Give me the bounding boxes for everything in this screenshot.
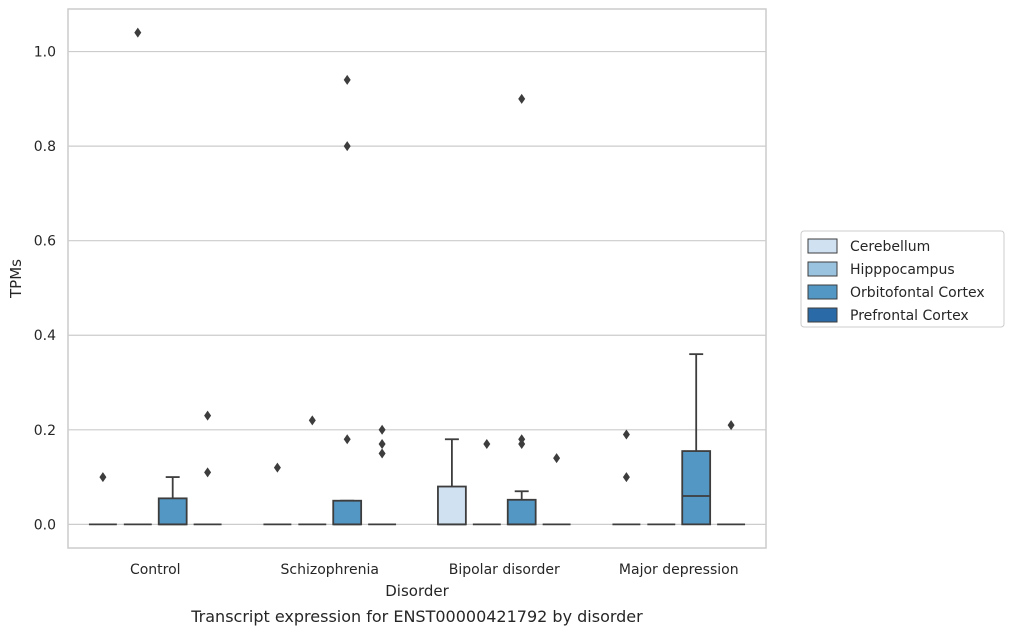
y-tick-label: 0.4 xyxy=(34,328,56,344)
box-cerebellum xyxy=(88,472,117,526)
chart-caption: Transcript expression for ENST0000042179… xyxy=(190,607,643,626)
outlier-point xyxy=(273,462,281,473)
y-axis-label: TPMs xyxy=(7,259,25,299)
y-tick-label: 0.2 xyxy=(34,423,56,439)
outlier-point xyxy=(343,74,351,85)
box-hipppocampus xyxy=(123,27,152,526)
outlier-point xyxy=(308,415,316,426)
legend-label: Cerebellum xyxy=(850,239,930,255)
y-tick-label: 0.0 xyxy=(34,517,56,533)
y-tick-label: 1.0 xyxy=(34,45,56,61)
legend-label: Orbitofontal Cortex xyxy=(850,285,985,301)
outlier-point xyxy=(518,434,526,445)
legend-frame xyxy=(800,230,1005,328)
box-prefrontal-cortex xyxy=(542,453,571,526)
outlier-point xyxy=(204,467,212,478)
x-tick-label: Schizophrenia xyxy=(281,562,379,578)
box-cerebellum xyxy=(263,462,292,526)
box-prefrontal-cortex xyxy=(193,410,222,526)
outlier-point xyxy=(343,141,351,152)
box-prefrontal-cortex xyxy=(717,420,746,526)
box-orbitofontal-cortex xyxy=(332,74,363,526)
outlier-point xyxy=(378,424,386,435)
outlier-point xyxy=(622,429,630,440)
outlier-point xyxy=(99,472,107,483)
box-hipppocampus xyxy=(472,438,501,526)
outlier-point xyxy=(378,448,386,459)
x-tick-label: Major depression xyxy=(619,562,739,578)
box-cerebellum xyxy=(612,429,641,526)
plot-frame xyxy=(67,8,767,549)
y-tick-label: 0.8 xyxy=(34,139,56,155)
gridlines xyxy=(68,50,766,525)
box-orbitofontal-cortex xyxy=(157,476,188,526)
legend-swatch xyxy=(807,284,838,300)
box-body xyxy=(681,450,712,526)
outlier-point xyxy=(343,434,351,445)
legend-swatch xyxy=(807,307,838,323)
x-tick-labels: Control Schizophrenia Bipolar disorder Majo… xyxy=(130,562,739,578)
legend: Cerebellum Hipppocampus Orbitofontal Corte… xyxy=(800,230,1005,328)
box-orbitofontal-cortex xyxy=(506,93,537,526)
y-tick-label: 0.6 xyxy=(34,234,56,250)
box-orbitofontal-cortex xyxy=(681,353,712,526)
box-hipppocampus xyxy=(298,415,327,526)
legend-swatch xyxy=(807,261,838,277)
box-body xyxy=(157,497,188,526)
outlier-point xyxy=(622,472,630,483)
outlier-point xyxy=(378,438,386,449)
outlier-point xyxy=(483,438,491,449)
box-body xyxy=(506,498,537,526)
outlier-point xyxy=(134,27,142,38)
box-marks xyxy=(88,27,746,526)
y-tick-labels: 0.0 0.2 0.4 0.6 0.8 1.0 xyxy=(34,45,56,534)
outlier-point xyxy=(727,420,735,431)
x-tick-label: Control xyxy=(130,562,181,578)
legend-label: Hipppocampus xyxy=(850,262,955,278)
box-cerebellum xyxy=(437,438,467,526)
x-tick-label: Bipolar disorder xyxy=(449,562,560,578)
legend-swatch xyxy=(807,238,838,254)
outlier-point xyxy=(518,93,526,104)
outlier-point xyxy=(553,453,561,464)
legend-label: Prefrontal Cortex xyxy=(850,308,969,324)
x-axis-label: Disorder xyxy=(385,582,449,600)
box-body xyxy=(332,499,363,526)
box-prefrontal-cortex xyxy=(368,424,397,526)
box-body xyxy=(437,485,467,526)
outlier-point xyxy=(204,410,212,421)
